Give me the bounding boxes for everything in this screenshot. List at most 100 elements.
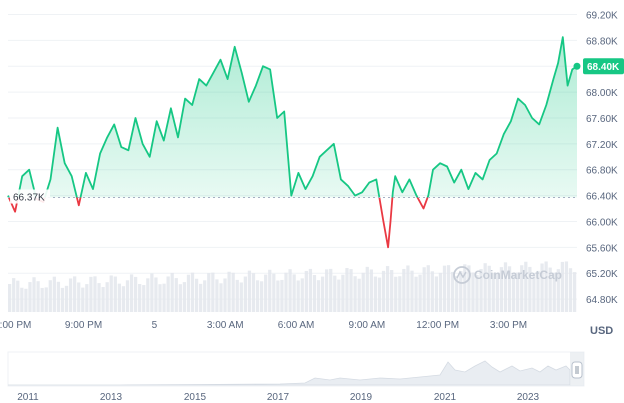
volume-bar [292,274,296,312]
volume-bar [64,285,69,312]
volume-bar [540,263,544,312]
volume-bar [394,276,398,312]
volume-bar [418,274,422,312]
x-tick-label: 3:00 AM [207,320,244,331]
volume-bar [219,283,223,312]
current-price-badge-bg [583,58,624,75]
x-tick-label: 9:00 PM [65,320,102,331]
volume-bar [16,280,20,312]
coinmarketcap-logo-mark [456,270,467,279]
volume-bar [235,279,239,312]
x-tick-label: 12:00 PM [416,320,459,331]
y-tick-label: 68.00K [586,88,618,99]
volume-bar [410,270,414,312]
volume-bar [207,273,211,312]
volume-bar [455,275,459,312]
volume-bar [446,265,451,312]
volume-bar [186,274,191,312]
volume-bar [507,266,512,312]
current-price-badge: 68.40K [583,58,624,75]
volume-bar [133,276,138,312]
volume-bar [369,269,373,312]
volume-bar [52,276,56,312]
volume-bar [564,261,569,312]
volume-bar [288,269,292,312]
x-tick-label: 5 [152,320,158,331]
volume-bar [528,266,532,312]
volume-bar [560,261,565,312]
volume-bar [442,265,447,312]
volume-bar [85,284,89,312]
volume-bar [568,268,573,312]
volume-bar [251,273,256,312]
volume-bar [548,267,552,312]
volume-bar [320,276,325,312]
volume-bar [105,282,109,312]
volume-bar [97,283,101,312]
price-area [8,37,577,198]
volume-bar [556,269,560,312]
volume-bar [524,261,528,312]
y-tick-label: 66.80K [586,166,618,177]
volume-bar [406,265,410,312]
volume-bar [511,273,516,312]
volume-bar [479,269,483,312]
volume-bar [138,284,142,312]
volume-bar [60,287,65,312]
volume-bar [247,270,252,312]
navigator-history-area [8,360,571,386]
volume-bar [312,275,317,312]
reference-price-label: 66.37K [13,193,45,204]
volume-bar [12,278,16,312]
y-tick-label: 67.60K [586,114,618,125]
volume-bar [276,280,280,312]
navigator-handle[interactable] [571,361,583,379]
volume-bar [353,276,357,312]
y-tick-label: 68.80K [586,36,618,47]
volume-bar [296,280,300,312]
price-area-fill [8,37,577,198]
volume-bar [215,279,219,312]
volume-bar [36,281,40,312]
navigator-label-2017: 2017 [267,392,290,403]
y-axis: 69.20K 68.80K 68.40K 68.00K 67.60K 67.20K 66.8… [586,10,618,306]
volume-bar [264,274,268,312]
volume-bar [487,265,491,312]
volume-bar [162,283,166,312]
volume-bar [300,278,304,312]
volume-bar [182,282,187,312]
volume-bar [268,269,272,312]
volume-bar [44,287,48,312]
volume-bar [398,276,402,312]
volume-bar [325,269,329,312]
volume-bar [544,261,548,312]
volume-bar [483,263,487,312]
volume-bar [390,270,394,312]
y-tick-label: 66.00K [586,217,618,228]
volume-bar [170,272,174,312]
reference-label-bg [10,189,50,204]
volume-bar [459,270,463,312]
range-navigator[interactable]: 2011 2013 2015 2017 2019 2021 2023 [7,351,585,403]
volume-bar [81,287,85,312]
volume-bar [426,265,430,312]
navigator-label-2021: 2021 [434,392,457,403]
volume-bar [430,271,434,312]
volume-bar [422,267,426,312]
volume-bar [166,276,170,312]
volume-bar [438,272,443,312]
volume-bar [373,276,378,312]
volume-bar [20,287,24,312]
volume-bar [475,274,479,312]
volume-bar [243,276,247,312]
volume-bar [211,272,215,312]
volume-bar [89,276,93,312]
volume-bar [467,265,471,312]
volume-bar [463,264,467,312]
volume-bar [239,282,243,312]
volume-bar [272,273,276,312]
x-tick-label: 6:00 AM [278,320,315,331]
current-price-dot [573,62,581,70]
volume-bar [304,270,308,312]
